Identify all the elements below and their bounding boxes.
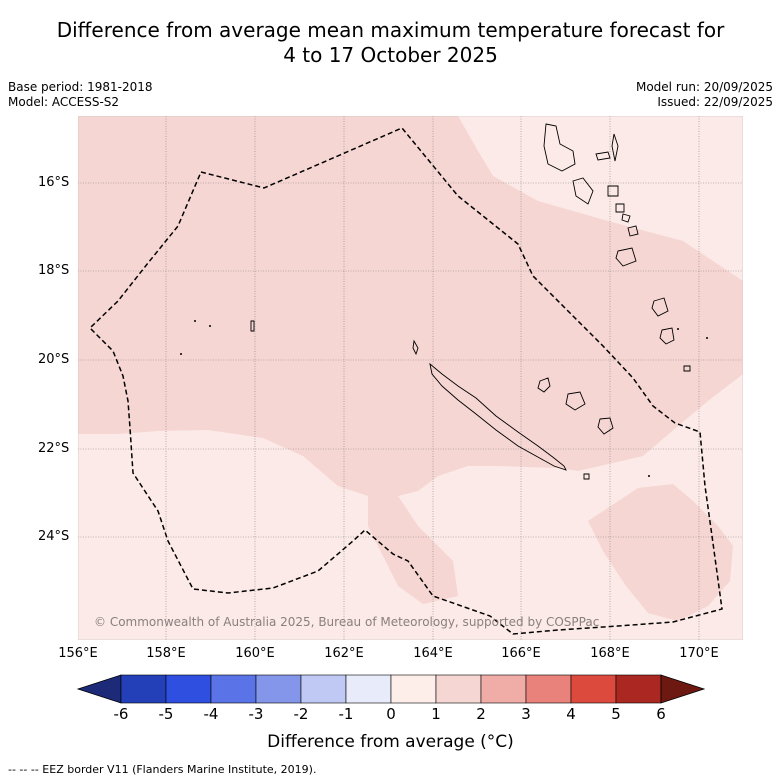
maewo-island [611,133,619,162]
colorbar-extend-high [660,674,706,704]
walpole-island [583,473,590,480]
colorbar-tick-6: 6 [656,705,666,723]
colorbar [76,674,706,704]
model-run: Model run: 20/09/2025 [635,80,773,94]
colorbar-segment [255,674,302,704]
islet-c [648,475,650,477]
lon-label-164e: 164°E [413,646,453,661]
colorbar-tick-5: 5 [611,705,621,723]
coral-sea-islet-d [180,353,182,355]
copyright-notice: © Commonwealth of Australia 2025, Bureau… [94,615,599,629]
colorbar-segment [345,674,392,704]
issued-date: Issued: 22/09/2025 [657,95,773,109]
colorbar-tick-3: 3 [521,705,531,723]
lon-label-156e: 156°E [58,646,98,661]
anomaly-zone-southeast [588,484,733,621]
colorbar-tick-m4: -4 [203,705,219,723]
lon-label-162e: 162°E [324,646,364,661]
colorbar-segment [120,674,167,704]
colorbar-tick-m6: -6 [113,705,129,723]
title-line-1: Difference from average mean maximum tem… [56,18,725,42]
ambrym-island [607,185,619,197]
colorbar-segment [615,674,662,704]
lon-label-166e: 166°E [501,646,541,661]
colorbar-segment [210,674,257,704]
base-period: Base period: 1981-2018 [8,80,153,94]
aneityum-island [659,327,675,345]
graticule [78,116,743,640]
ambae-island [595,151,611,161]
colorbar-segment [390,674,437,704]
lon-label-158e: 158°E [146,646,186,661]
colorbar-segment [435,674,482,704]
colorbar-tick-2: 2 [476,705,486,723]
lat-label-24s: 24°S [38,529,70,544]
colorbar-tick-m3: -3 [248,705,264,723]
shepherd-islets [621,213,631,223]
lon-label-170e: 170°E [679,646,719,661]
lon-label-168e: 168°E [590,646,630,661]
colorbar-tick-m2: -2 [293,705,309,723]
colorbar-tick-m1: -1 [338,705,354,723]
lat-label-18s: 18°S [38,263,70,278]
colorbar-segment [480,674,527,704]
eez-legend-note: -- -- -- EEZ border V11 (Flanders Marine… [8,763,317,776]
ouvea-island [537,377,551,393]
title-line-2: 4 to 17 October 2025 [283,43,498,67]
meta-left: Base period: 1981-2018 Model: ACCESS-S2 [8,80,153,110]
colorbar-tick-1: 1 [431,705,441,723]
islet-a [677,328,679,330]
colorbar-extend-low [76,674,122,704]
colorbar-segment [525,674,572,704]
colorbar-segment [165,674,212,704]
coral-sea-islet-a [250,320,255,332]
epi-island [615,203,625,213]
lon-label-160e: 160°E [235,646,275,661]
eez-border [88,127,723,635]
belep-islet [412,339,419,356]
colorbar-segment [300,674,347,704]
matthew-island [683,365,691,372]
colorbar-tick-m5: -5 [158,705,174,723]
colorbar-tick-0: 0 [386,705,396,723]
lat-label-20s: 20°S [38,352,70,367]
map-panel: © Commonwealth of Australia 2025, Bureau… [78,116,743,640]
colorbar-segment [570,674,617,704]
coral-sea-islet-c [209,325,211,327]
colorbar-label: Difference from average (°C) [267,732,514,752]
coral-sea-islet-b [194,320,196,322]
meta-right: Model run: 20/09/2025 Issued: 22/09/2025 [636,80,773,110]
efate-island [627,225,639,237]
islet-b [706,337,708,339]
erromango-island [615,247,637,267]
model-name: Model: ACCESS-S2 [8,95,120,109]
lat-label-22s: 22°S [38,441,70,456]
mare-island [597,417,614,435]
new-caledonia-coast [429,362,567,471]
tanna-island [651,297,669,317]
lat-label-16s: 16°S [38,175,70,190]
malekula-island [572,177,594,205]
espiritu-santo-island [543,123,576,172]
colorbar-tick-4: 4 [566,705,576,723]
lifou-island [565,391,586,411]
map-title: Difference from average mean maximum tem… [0,18,781,68]
